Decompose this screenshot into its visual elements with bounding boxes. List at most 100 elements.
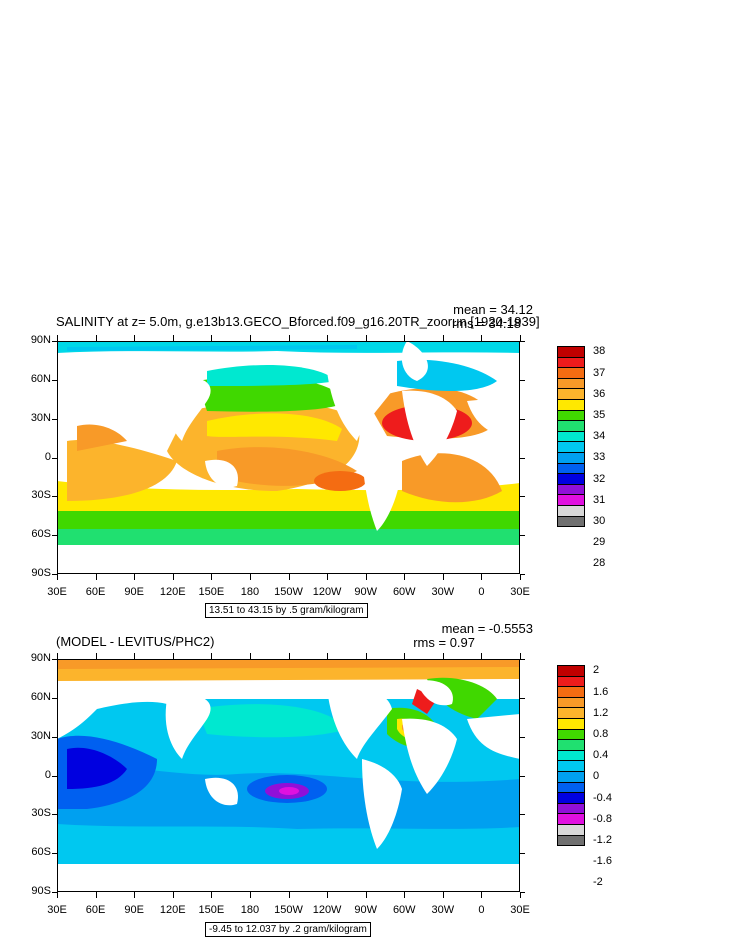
panel2-lon-tick	[327, 892, 329, 898]
panel2-lat-label: 0	[44, 768, 51, 781]
panel2-lat-label: 90S	[31, 885, 51, 897]
panel1-lon-tick	[481, 335, 483, 341]
panel1-lon-tick	[172, 574, 174, 580]
panel2-lon-label: 30E	[510, 904, 530, 916]
panel1-colorbar-label: 35	[593, 408, 606, 421]
panel2-lat-label: 60S	[31, 846, 51, 859]
panel1-lon-label: 0	[478, 586, 485, 598]
panel2-lon-tick	[481, 892, 483, 898]
panel1-lat-label: 60S	[31, 528, 51, 541]
panel2-colorbar-label: 1.6	[593, 685, 609, 698]
panel1-lat-tick	[520, 535, 525, 537]
panel2-colorbar-label: 2	[593, 664, 600, 677]
panel1-lon-tick	[211, 574, 213, 580]
panel2-lon-tick	[404, 653, 406, 659]
panel1-lat-label: 0	[44, 450, 51, 463]
panel1-lat-tick	[520, 418, 525, 420]
panel1-lat-tick	[520, 496, 525, 498]
panel2-lat-tick	[520, 814, 525, 816]
panel1-lon-tick	[249, 574, 251, 580]
panel1-colorbar-label: 38	[593, 345, 606, 358]
panel2-lon-label: 150E	[198, 904, 225, 916]
panel2-lat-tick	[52, 775, 57, 777]
panel2-colorbar-label: -1.6	[593, 855, 612, 868]
panel1-lon-label: 60E	[85, 586, 106, 598]
panel2-lon-tick	[249, 892, 251, 898]
panel1-lat-tick	[52, 457, 57, 459]
panel1-lon-tick	[95, 574, 97, 580]
panel2-lat-tick	[520, 736, 525, 738]
panel1-lon-tick	[520, 335, 521, 341]
panel1-range-box: 13.51 to 43.15 by .5 gram/kilogram	[205, 603, 368, 618]
panel2-lon-tick	[134, 892, 136, 898]
panel2-lat-tick	[520, 775, 525, 777]
panel1-lat-label: 90N	[30, 334, 51, 346]
panel2-lon-tick	[211, 653, 213, 659]
panel2-lat-tick	[52, 853, 57, 855]
panel2-range-box: -9.45 to 12.037 by .2 gram/kilogram	[205, 922, 371, 937]
panel2-lat-label: 30S	[31, 807, 51, 820]
panel2-lon-tick	[172, 653, 174, 659]
panel1-colorbar-label: 32	[593, 472, 606, 485]
panel2-map	[57, 659, 520, 892]
panel2-lon-tick	[327, 653, 329, 659]
panel1-lon-tick	[172, 335, 174, 341]
panel2-lon-tick	[288, 892, 290, 898]
panel2-lon-tick	[249, 653, 251, 659]
panel1-lat-tick	[52, 379, 57, 381]
panel1-lon-tick	[481, 574, 483, 580]
panel2-lon-label: 120W	[312, 904, 342, 916]
panel2-lat-tick	[520, 659, 525, 660]
panel1-lat-tick	[52, 418, 57, 420]
panel1-lon-label: 30W	[431, 586, 455, 598]
panel1-lon-tick	[95, 335, 97, 341]
panel2-colorbar-label: 0	[593, 770, 600, 783]
panel1-lon-label: 120E	[159, 586, 186, 598]
panel2-colorbar-cell	[557, 834, 585, 847]
panel1-colorbar-cell	[557, 515, 585, 528]
panel1-colorbar-label: 37	[593, 366, 606, 379]
panel2-mean: mean = -0.5553	[441, 621, 533, 636]
panel2-lon-tick	[172, 892, 174, 898]
panel2-lon-tick	[442, 653, 444, 659]
panel2-lon-tick	[442, 892, 444, 898]
panel1-lat-tick	[520, 379, 525, 381]
panel2-colorbar-label: -2	[593, 876, 603, 889]
panel2-lon-tick	[481, 653, 483, 659]
panel1-lat-label: 60N	[30, 372, 51, 385]
panel1-lon-tick	[211, 335, 213, 341]
panel2-lon-label: 180	[240, 904, 260, 916]
panel1-lon-label: 30E	[47, 586, 67, 598]
panel2-rms: rms = 0.97	[413, 635, 475, 650]
panel1-lat-tick	[520, 574, 525, 575]
panel1-lon-label: 90W	[354, 586, 377, 598]
panel2-lat-label: 60N	[30, 690, 51, 703]
panel1-colorbar-label: 28	[593, 557, 606, 570]
panel2-lon-label: 30E	[47, 904, 67, 916]
panel2-lon-label: 0	[478, 904, 485, 916]
panel1-lon-label: 90E	[124, 586, 144, 598]
panel2-lon-label: 60W	[392, 904, 416, 916]
panel2-colorbar-label: 1.2	[593, 706, 609, 719]
panel1-lat-tick	[52, 535, 57, 537]
panel1-lon-tick	[288, 335, 290, 341]
panel1-title: SALINITY at z= 5.0m, g.e13b13.GECO_Bforc…	[56, 314, 540, 329]
panel2-lon-tick	[95, 892, 97, 898]
panel1-lon-tick	[288, 574, 290, 580]
panel2-lat-tick	[520, 892, 525, 893]
panel1-lon-label: 120W	[312, 586, 342, 598]
panel1-lon-label: 30E	[510, 586, 530, 598]
panel1-lon-tick	[404, 574, 406, 580]
panel2-lon-label: 90W	[354, 904, 377, 916]
panel2-lon-tick	[95, 653, 97, 659]
panel2-lat-tick	[52, 659, 57, 660]
panel2-lat-tick	[520, 853, 525, 855]
panel1-colorbar-label: 31	[593, 493, 606, 506]
panel1-lon-tick	[57, 335, 58, 341]
panel2-title: (MODEL - LEVITUS/PHC2)	[56, 634, 215, 649]
panel1-colorbar-label: 29	[593, 536, 606, 549]
panel1-lon-tick	[134, 574, 136, 580]
panel1-lon-tick	[404, 335, 406, 341]
panel1-lon-tick	[442, 335, 444, 341]
panel1-colorbar-label: 30	[593, 514, 606, 527]
